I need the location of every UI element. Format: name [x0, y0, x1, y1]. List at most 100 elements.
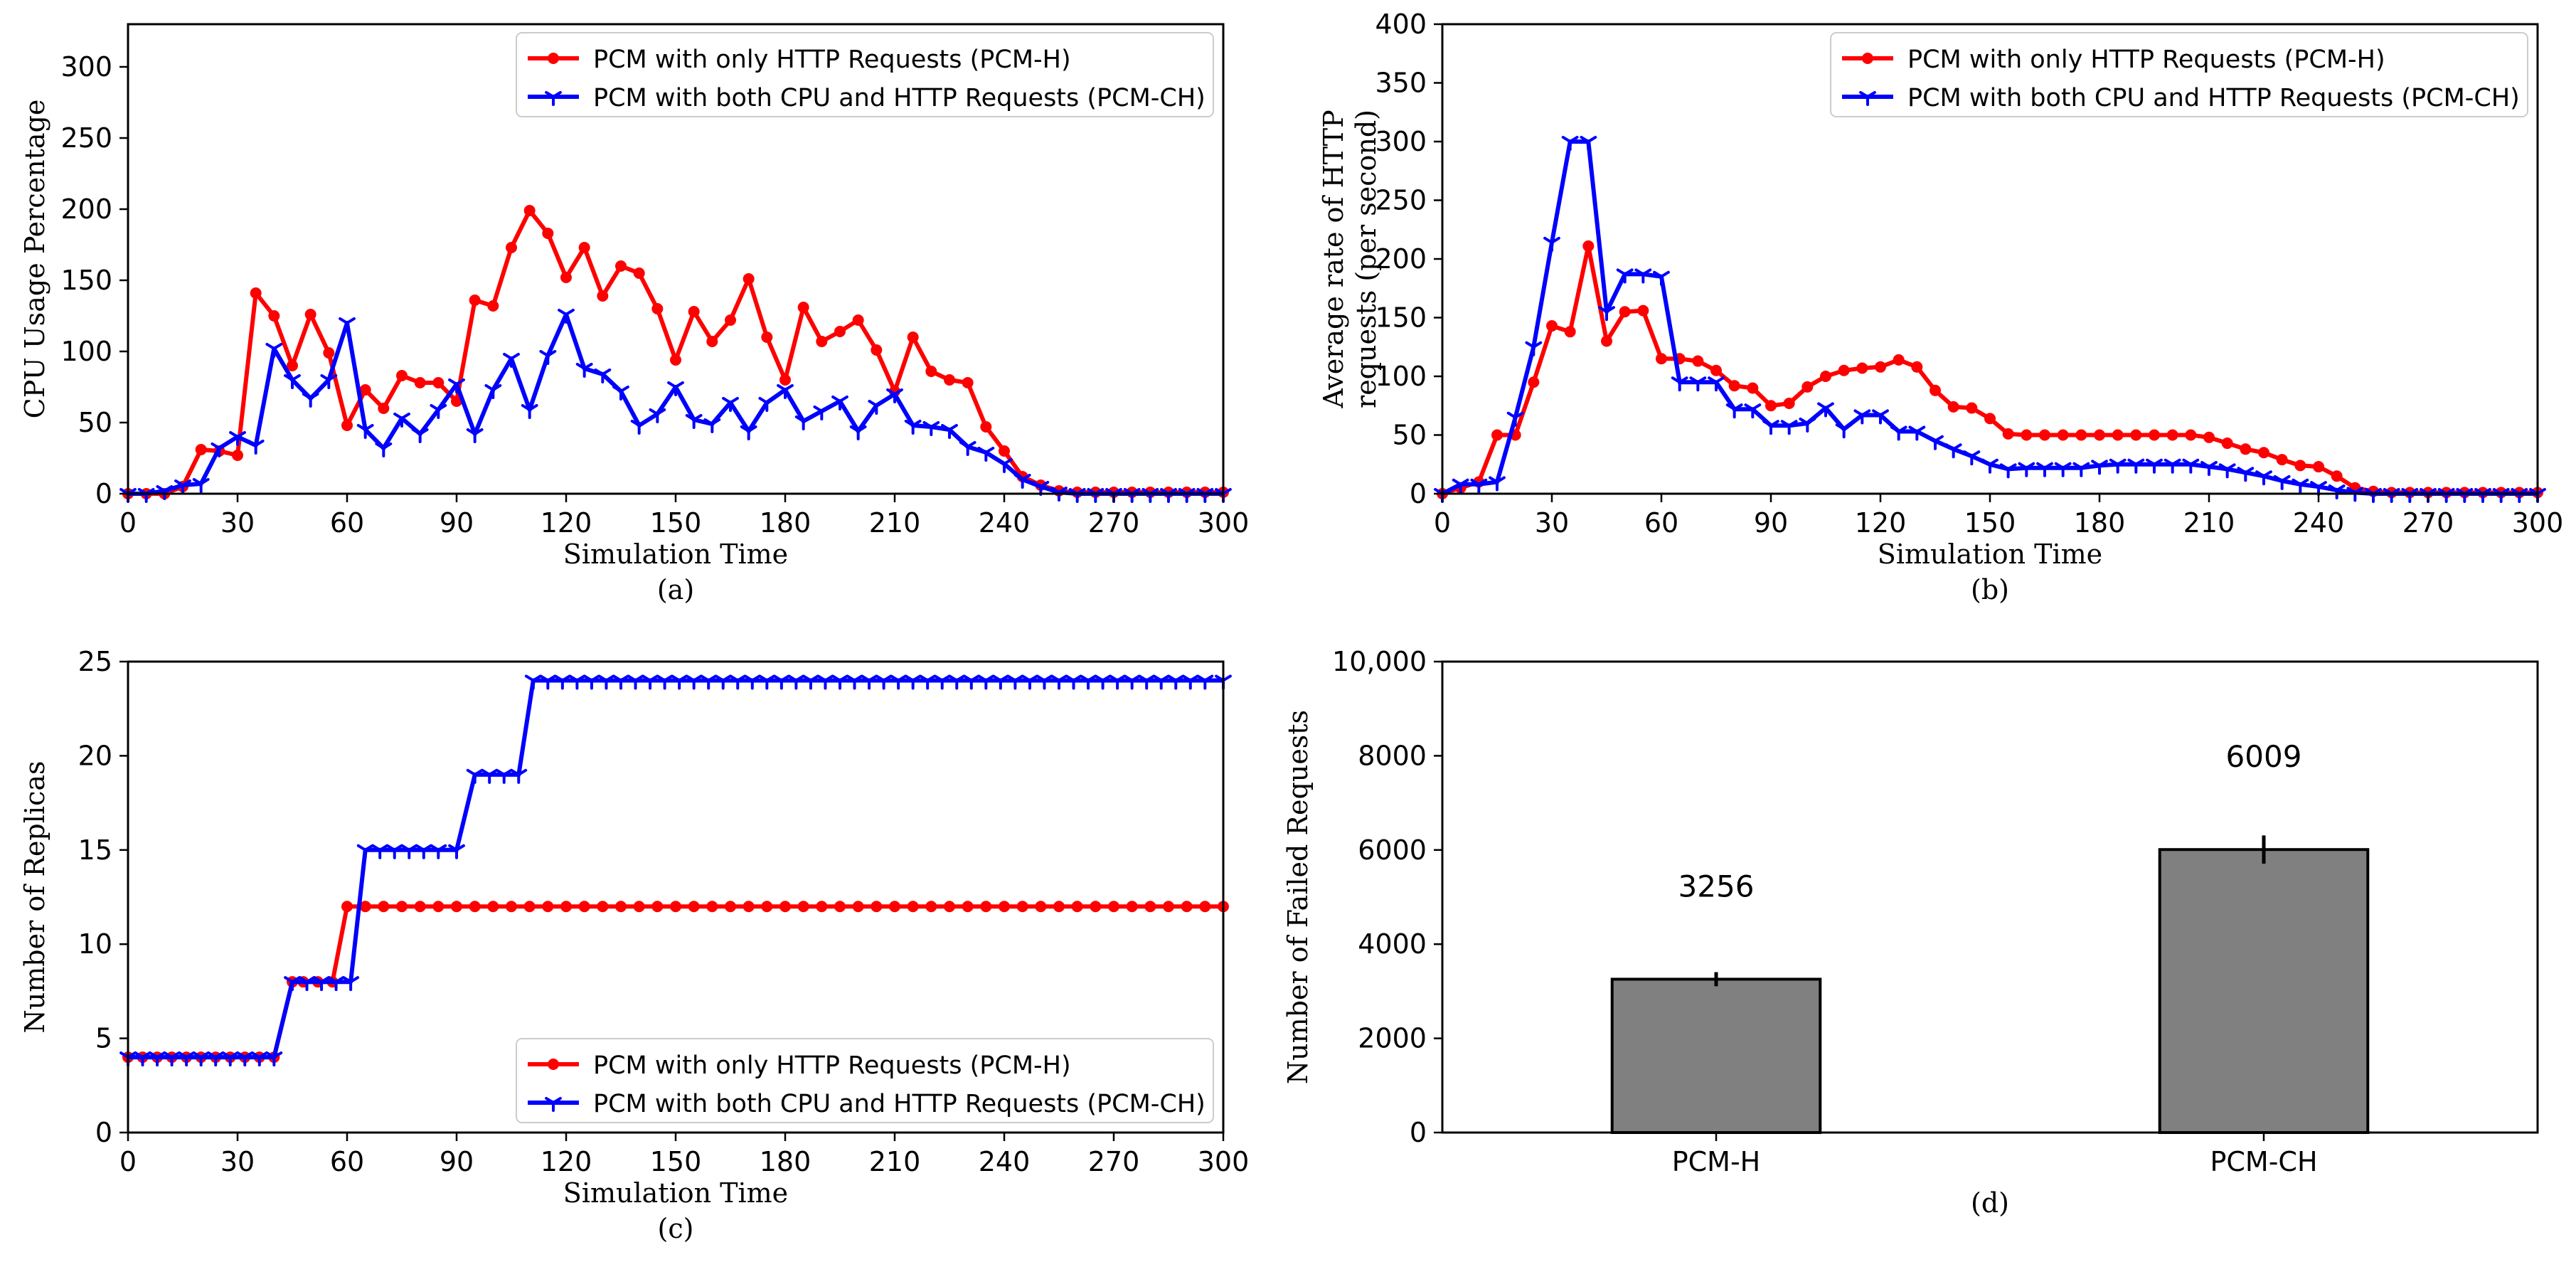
- data-point: [714, 674, 732, 690]
- legend-label: PCM with only HTTP Requests (PCM-H): [593, 1051, 1071, 1080]
- legend-label: PCM with both CPU and HTTP Requests (PCM…: [1907, 84, 2520, 112]
- replicas-chart: 0 30 60 90 120 150 180 210 240 270 300 0 5 10 15 20 25 Si…: [19, 646, 1249, 1244]
- y-tick-label: 350: [1375, 68, 1427, 99]
- x-tick-label: 60: [1644, 507, 1678, 539]
- data-point: [495, 768, 513, 784]
- data-point: [615, 260, 627, 272]
- data-point: [250, 1051, 268, 1067]
- data-point: [1708, 376, 1725, 392]
- y-tick-label: 6000: [1358, 834, 1427, 866]
- data-point: [385, 844, 403, 859]
- data-point: [1598, 306, 1615, 322]
- data-point: [542, 901, 554, 913]
- data-point: [1947, 401, 1959, 413]
- data-point: [523, 901, 536, 913]
- legend-item: PCM with only HTTP Requests (PCM-H): [528, 46, 1071, 74]
- x-tick-label: 300: [1198, 507, 1250, 539]
- x-tick-label: 270: [2402, 507, 2454, 539]
- data-point: [1021, 674, 1038, 690]
- data-point: [327, 976, 345, 992]
- series-pcm-h: [122, 205, 1229, 499]
- data-point: [861, 674, 878, 690]
- data-point: [1167, 674, 1185, 690]
- plot-area: [119, 205, 1232, 503]
- data-point: [615, 901, 627, 913]
- data-point: [1689, 376, 1707, 392]
- data-point: [2273, 475, 2291, 490]
- data-point: [313, 976, 330, 992]
- data-point: [2185, 429, 2197, 441]
- legend-item: PCM with both CPU and HTTP Requests (PCM…: [1842, 84, 2520, 112]
- data-point: [1890, 425, 1907, 441]
- data-point: [1090, 901, 1102, 913]
- data-point: [925, 366, 937, 377]
- data-point: [1053, 901, 1065, 913]
- data-point: [548, 1059, 559, 1070]
- y-tick-label: 10: [78, 928, 112, 960]
- data-point: [1838, 364, 1850, 376]
- data-point: [2221, 438, 2233, 450]
- data-point: [2036, 462, 2053, 477]
- x-tick-label: 180: [760, 507, 811, 539]
- data-point: [1875, 361, 1886, 373]
- data-point: [2146, 458, 2163, 474]
- data-point: [481, 768, 499, 784]
- data-point: [2258, 447, 2269, 459]
- data-point: [356, 423, 374, 439]
- data-point: [432, 901, 445, 913]
- data-point: [889, 901, 900, 913]
- legend: PCM with only HTTP Requests (PCM-H) PCM w…: [516, 1038, 1214, 1123]
- data-point: [904, 419, 922, 435]
- data-point: [524, 674, 542, 690]
- data-point: [816, 336, 828, 347]
- x-tick-label: 300: [2512, 507, 2564, 539]
- legend-label: PCM with both CPU and HTTP Requests (PCM…: [593, 84, 1205, 112]
- data-point: [341, 420, 353, 431]
- data-point: [560, 901, 572, 913]
- data-point: [548, 53, 559, 64]
- data-point: [1671, 376, 1688, 392]
- data-point: [980, 901, 992, 913]
- data-point: [941, 423, 958, 439]
- data-point: [594, 368, 612, 383]
- data-point: [2018, 462, 2035, 477]
- legend-box: [516, 1038, 1214, 1123]
- data-point: [722, 396, 739, 412]
- data-point: [656, 674, 674, 690]
- data-point: [996, 457, 1013, 473]
- data-point: [633, 901, 645, 913]
- x-tick-label: 0: [119, 507, 137, 539]
- data-point: [545, 90, 562, 106]
- data-point: [875, 674, 893, 690]
- x-tick-label: 150: [1964, 507, 2016, 539]
- data-point: [2200, 461, 2218, 477]
- y-tick-label: 100: [1375, 361, 1427, 392]
- data-point: [1710, 364, 1722, 376]
- y-tick-label: 150: [60, 265, 112, 296]
- series-line: [128, 678, 1223, 1060]
- data-point: [174, 479, 191, 494]
- data-point: [2109, 458, 2127, 474]
- data-point: [302, 392, 319, 408]
- data-point: [265, 1051, 283, 1067]
- data-point: [375, 442, 393, 457]
- y-tick-label: 50: [1393, 420, 1427, 451]
- data-point: [1199, 901, 1211, 913]
- plot-area: [119, 674, 1232, 1067]
- data-point: [922, 420, 940, 436]
- data-point: [904, 674, 922, 690]
- data-point: [794, 415, 812, 430]
- data-point: [849, 425, 867, 440]
- data-point: [558, 308, 575, 324]
- y-tick-label: 400: [1375, 9, 1427, 40]
- data-point: [503, 352, 520, 368]
- y-tick-label: 15: [78, 834, 112, 866]
- data-point: [568, 674, 586, 690]
- data-point: [706, 901, 718, 913]
- data-point: [852, 314, 864, 326]
- data-point: [1981, 458, 1998, 474]
- data-point: [944, 374, 955, 386]
- y-axis-label-line: requests (per second): [1351, 110, 1382, 408]
- data-point: [1126, 901, 1138, 913]
